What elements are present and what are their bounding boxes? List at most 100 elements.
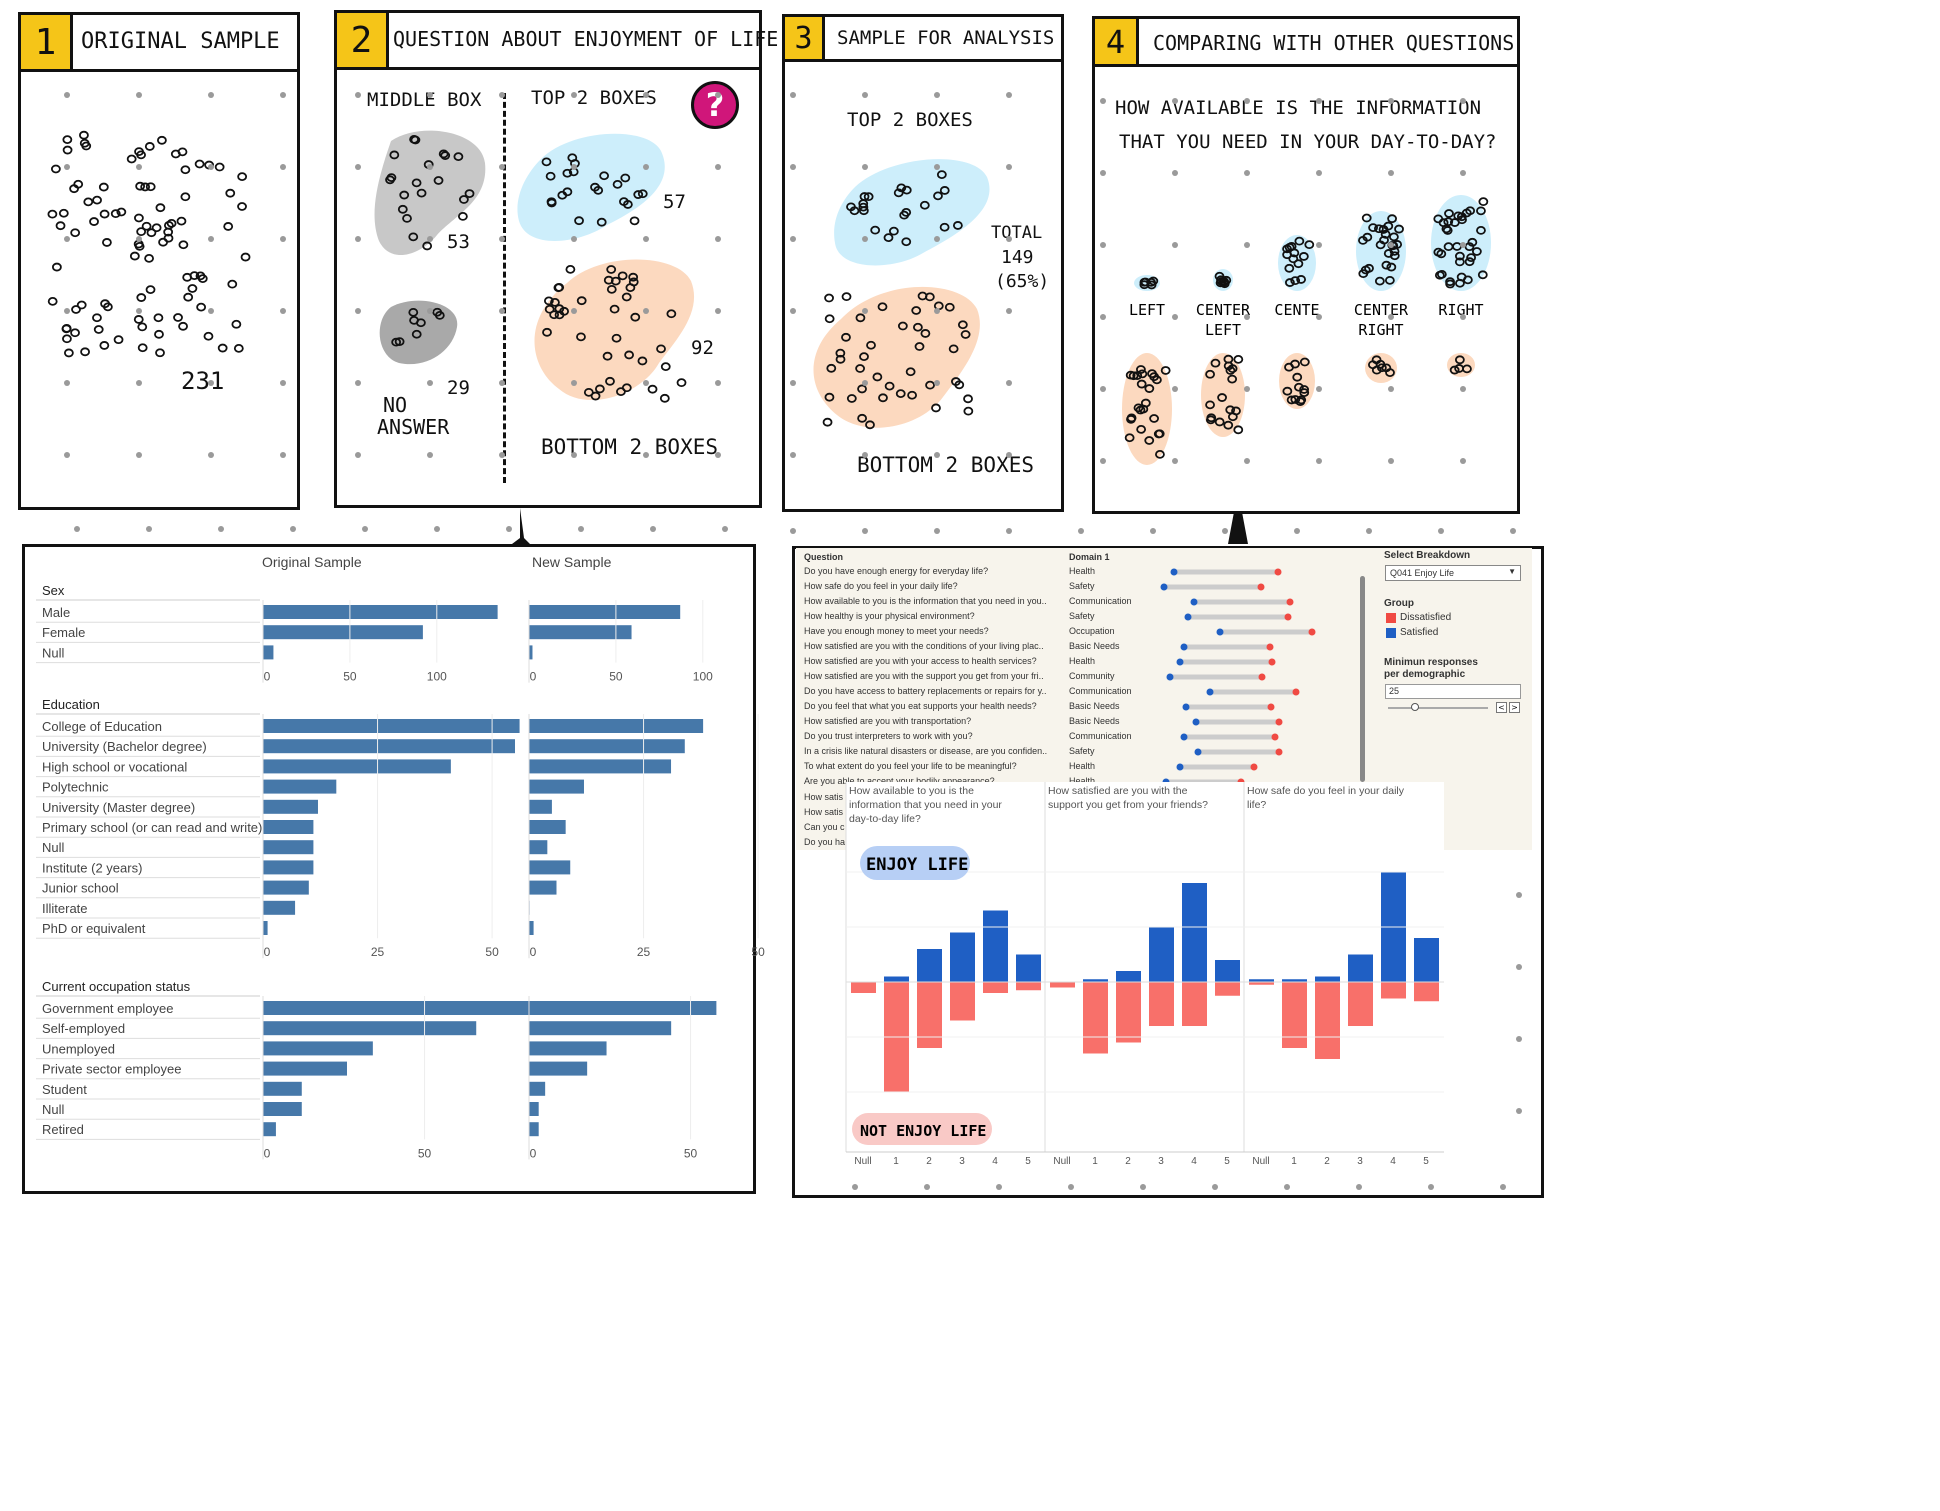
question-row: How satisfied are you with the support y… xyxy=(804,671,1044,681)
sample-dot xyxy=(92,313,102,323)
sample-dot xyxy=(901,185,912,195)
slider-next-button[interactable]: > xyxy=(1509,702,1520,713)
domain-cell: Communication xyxy=(1069,731,1132,741)
grid-dot xyxy=(427,236,433,242)
tick-label: 100 xyxy=(427,670,447,684)
question-row: How satisfied are you with transportatio… xyxy=(804,716,972,726)
sample-dot xyxy=(408,307,419,317)
sample-dot xyxy=(389,150,400,160)
question-row: How satisfied are you with your access t… xyxy=(804,656,1037,666)
grid-dot xyxy=(136,308,142,314)
dissatisfied-point xyxy=(1266,643,1274,651)
sample-dot xyxy=(47,209,58,219)
sample-dot xyxy=(135,181,146,191)
bar-original xyxy=(263,1122,276,1137)
sample-dot xyxy=(89,217,99,226)
grid-dot xyxy=(1388,458,1394,464)
sample-dot xyxy=(1438,218,1449,228)
sample-dot xyxy=(225,188,236,198)
category-tick: 1 xyxy=(1291,1156,1297,1167)
sample-dot xyxy=(1476,225,1486,235)
sample-dot xyxy=(99,209,110,219)
grid-dot xyxy=(1244,170,1250,176)
bar-original xyxy=(263,1021,477,1036)
dissatisfied-bar xyxy=(917,982,942,1048)
category-label: Student xyxy=(42,1082,87,1097)
sample-dot xyxy=(620,173,631,183)
grid-dot xyxy=(934,380,940,386)
sample-dot xyxy=(155,348,165,358)
question-row: Do you trust interpreters to work with y… xyxy=(804,731,973,741)
min-responses-slider[interactable] xyxy=(1388,707,1488,709)
sample-dot xyxy=(1227,374,1238,384)
middle-box-label: MIDDLE BOX xyxy=(367,89,482,111)
sample-dot xyxy=(136,293,147,302)
category-label: Polytechnic xyxy=(42,780,109,795)
dissatisfied-point xyxy=(1258,673,1266,681)
satisfied-bar xyxy=(1215,960,1240,982)
category-tick: 3 xyxy=(1357,1156,1363,1167)
satisfied-point xyxy=(1192,718,1200,726)
bar-new xyxy=(529,921,534,935)
bar-original xyxy=(263,1041,373,1056)
dissatisfied-bar xyxy=(1083,982,1108,1054)
tick-label: 0 xyxy=(264,670,271,684)
sample-dot xyxy=(1227,412,1238,422)
sample-dot xyxy=(1223,420,1234,430)
sample-dot xyxy=(1464,257,1475,267)
sample-dot xyxy=(606,284,617,294)
dissatisfied-bar xyxy=(1282,982,1307,1048)
sample-dot xyxy=(656,344,666,354)
sample-dot xyxy=(1149,414,1159,423)
category-tick: Null xyxy=(1252,1156,1269,1167)
sample-dot xyxy=(884,381,895,391)
satisfied-bar xyxy=(1016,954,1041,982)
min-responses-input[interactable]: 25 xyxy=(1385,684,1521,699)
sample-dot xyxy=(63,348,74,358)
panel-question: day-to-day life? xyxy=(849,813,921,825)
sample-dot xyxy=(1381,363,1392,373)
sample-dot xyxy=(233,343,244,353)
grid-dot xyxy=(64,92,70,98)
grid-dot xyxy=(136,236,142,242)
sample-dot xyxy=(180,192,191,202)
sample-dot xyxy=(1296,395,1307,405)
grid-dot xyxy=(1244,98,1250,104)
sample-dot xyxy=(194,159,205,169)
sample-dot xyxy=(144,142,155,151)
grid-dot xyxy=(715,164,721,170)
grid-dot xyxy=(1100,386,1106,392)
sample-dot xyxy=(394,337,405,346)
sample-dot xyxy=(1205,400,1215,410)
grid-dot xyxy=(934,92,940,98)
chevron-down-icon: ▼ xyxy=(1508,567,1516,576)
bar-new xyxy=(529,1041,607,1056)
slider-prev-button[interactable]: < xyxy=(1496,702,1507,713)
grid-dot xyxy=(1316,314,1322,320)
category-tick: 5 xyxy=(1025,1156,1031,1167)
grid-dot xyxy=(427,452,433,458)
slider-handle[interactable] xyxy=(1411,703,1419,711)
grid-dot xyxy=(208,92,214,98)
domain-cell: Basic Needs xyxy=(1069,701,1120,711)
sample-dot xyxy=(1282,386,1293,396)
category-tick: 2 xyxy=(1125,1156,1131,1167)
legend-dissatisfied-swatch xyxy=(1386,613,1396,623)
sample-dot xyxy=(1449,365,1460,375)
grid-dot xyxy=(362,526,368,532)
category-tick: 4 xyxy=(1390,1156,1396,1167)
top-boxes-label: TOP 2 BOXES xyxy=(531,87,657,109)
sample-dot xyxy=(385,175,395,185)
scrollbar[interactable] xyxy=(1360,576,1365,782)
middle-count: 53 xyxy=(447,231,470,253)
bar-new xyxy=(529,820,566,834)
sample-dot xyxy=(960,330,971,339)
sample-dot xyxy=(137,322,148,332)
sample-dot xyxy=(1454,257,1465,267)
grid-dot xyxy=(208,164,214,170)
sample-dot xyxy=(895,389,906,399)
sample-dot xyxy=(52,262,62,272)
grid-dot xyxy=(218,526,224,532)
sample-dot xyxy=(897,321,908,331)
breakdown-select[interactable]: Q041 Enjoy Life ▼ xyxy=(1385,565,1521,581)
